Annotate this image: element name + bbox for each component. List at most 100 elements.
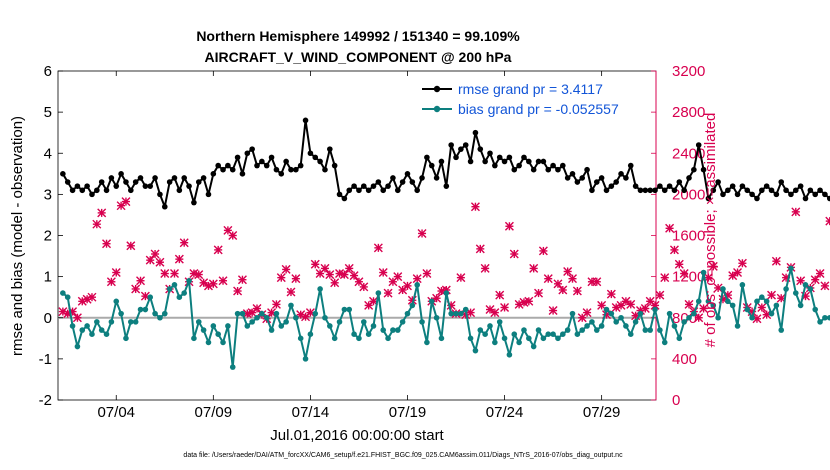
bias-series-point	[98, 327, 105, 333]
bias-series-point	[278, 323, 285, 329]
bias-series-point	[428, 298, 435, 305]
bias-series-point	[79, 327, 86, 333]
y-tick-label-right: 1200	[672, 269, 705, 286]
x-tick-label: 07/04	[97, 404, 135, 421]
bias-series-point	[108, 319, 115, 325]
obs-assimilated-point	[393, 272, 403, 282]
obs-assimilated-point	[286, 287, 296, 297]
obs-assimilated-point	[490, 308, 500, 318]
bias-series-point	[802, 282, 809, 288]
bias-series-point	[593, 327, 600, 333]
rmse-series-point	[351, 183, 357, 189]
bias-series-point	[360, 319, 367, 325]
bias-series-point	[424, 339, 430, 346]
rmse-series-point	[215, 162, 221, 169]
legend: rmse grand pr = 3.4117 bias grand pr = -…	[422, 81, 619, 117]
rmse-series-point	[186, 183, 192, 189]
x-tick-label: 07/14	[292, 404, 330, 421]
obs-assimilated-point	[87, 292, 97, 302]
rmse-series-point	[729, 183, 736, 189]
bias-series-point	[191, 335, 197, 342]
rmse-series-point	[560, 162, 566, 169]
y-tick-label-right: 2000	[672, 186, 705, 203]
bias-series-point	[176, 294, 183, 300]
rmse-series-point	[467, 158, 474, 165]
rmse-series-point	[229, 166, 236, 173]
rmse-series-point	[103, 187, 110, 194]
legend-bias-marker	[433, 105, 441, 113]
rmse-series-point	[778, 179, 785, 185]
bias-series-point	[157, 314, 163, 321]
obs-assimilated-point	[378, 268, 388, 278]
obs-assimilated-point	[708, 261, 718, 271]
bias-series-point	[564, 327, 571, 333]
obs-assimilated-point	[233, 286, 243, 296]
obs-assimilated-point	[136, 276, 146, 286]
rmse-series-point	[443, 183, 450, 189]
obs-assimilated-point	[106, 277, 116, 287]
bias-series-point	[763, 298, 770, 305]
obs-assimilated-point	[626, 299, 636, 309]
rmse-series-point	[297, 162, 304, 169]
bias-series-point	[608, 310, 615, 317]
bias-series-point	[336, 319, 343, 325]
bias-series-point	[263, 314, 270, 321]
chart-title: Northern Hemisphere 149992 / 151340 = 99…	[196, 28, 520, 44]
rmse-series-point	[759, 187, 765, 194]
bias-series-point	[686, 314, 692, 321]
bias-series-point	[788, 265, 794, 272]
rmse-series-point	[462, 142, 469, 148]
rmse-series-point	[288, 166, 294, 173]
bias-series-point	[370, 323, 377, 329]
rmse-series-point	[327, 146, 333, 152]
obs-assimilated-point	[485, 305, 495, 315]
bias-series-point	[783, 286, 789, 292]
rmse-series-point	[797, 183, 804, 189]
bias-series-point	[462, 306, 469, 313]
obs-assimilated-point	[194, 270, 204, 280]
rmse-series-point	[137, 175, 144, 181]
obs-assimilated-point	[218, 276, 228, 286]
legend-rmse-label: rmse grand pr = 3.4117	[458, 81, 603, 97]
rmse-series-point	[506, 154, 513, 161]
bias-series-point	[259, 310, 265, 317]
x-tick-label: 07/09	[195, 404, 233, 421]
rmse-series-point	[492, 162, 498, 169]
rmse-series-point	[385, 183, 391, 189]
bias-series-point	[623, 323, 629, 329]
bias-series-point	[346, 306, 353, 313]
rmse-series-point	[589, 187, 595, 194]
y-tick-label-right: 2800	[672, 104, 705, 121]
bias-series-point	[103, 331, 110, 338]
rmse-series-point	[181, 175, 188, 181]
obs-assimilated-point	[208, 279, 218, 289]
rmse-series-point	[356, 187, 362, 194]
bias-series-point	[739, 282, 746, 288]
rmse-series-point	[176, 187, 183, 194]
rmse-series-point	[657, 183, 663, 189]
rmse-series-point	[681, 187, 687, 194]
bias-series-point	[147, 294, 154, 300]
bias-series-point	[487, 323, 493, 329]
bias-series-point	[482, 331, 488, 338]
rmse-series-point	[317, 158, 323, 165]
rmse-series-point	[545, 166, 552, 173]
obs-assimilated-point	[669, 245, 679, 255]
bias-series-point	[356, 335, 362, 342]
obs-assimilated-point	[470, 202, 480, 212]
rmse-series-point	[550, 162, 556, 169]
obs-assimilated-point	[679, 269, 689, 279]
bias-series-point	[618, 314, 624, 321]
rmse-series-point	[661, 187, 668, 194]
bias-series-point	[695, 298, 702, 305]
bias-series-point	[467, 335, 474, 342]
obs-assimilated-point	[737, 258, 747, 268]
bias-series-point	[60, 290, 66, 296]
bias-series-point	[302, 356, 309, 362]
rmse-series-point	[569, 171, 576, 177]
obs-assimilated-point	[733, 268, 743, 278]
bias-series-point	[807, 286, 814, 292]
bias-series-point	[69, 323, 76, 329]
obs-assimilated-point	[767, 290, 777, 300]
rmse-series-point	[453, 154, 459, 161]
